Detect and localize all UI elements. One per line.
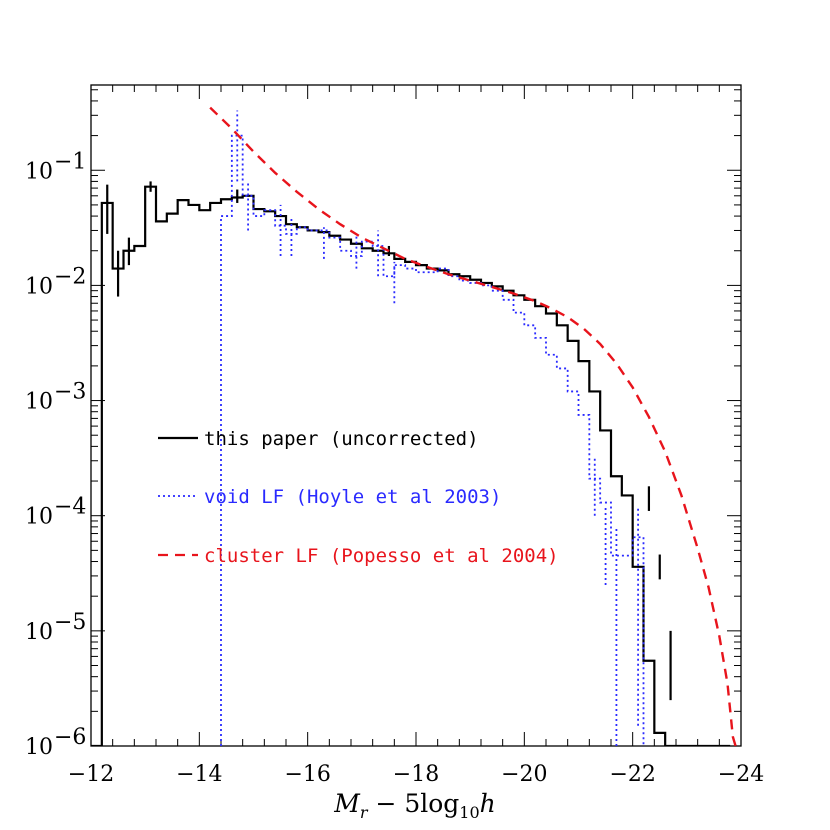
x-axis-title: Mr − 5log10h	[333, 789, 496, 822]
major-ticks	[90, 85, 742, 747]
x-tick-label: −20	[501, 762, 547, 787]
x-tick-label: −16	[284, 762, 330, 787]
y-tick-label: 10	[25, 620, 53, 645]
x-tick-label: −22	[609, 762, 655, 787]
y-tick-labels: 10−610−510−410−310−210−1	[25, 149, 86, 760]
x-axis-title-sub2: 10	[459, 803, 479, 822]
legend: this paper (uncorrected) void LF (Hoyle e…	[158, 428, 559, 567]
x-axis-title-main: M	[333, 789, 361, 818]
series-void-lf	[220, 134, 645, 746]
y-tick-exponent: −3	[54, 380, 86, 405]
series-cluster-lf	[209, 106, 737, 746]
y-tick-exponent: −6	[54, 725, 86, 750]
legend-label: cluster LF (Popesso et al 2004)	[204, 545, 559, 567]
x-axis-title-tail: h	[480, 789, 496, 818]
y-tick-label: 10	[25, 159, 53, 184]
x-tick-label: −12	[68, 762, 114, 787]
y-tick-label: 10	[25, 735, 53, 760]
x-axis-title-sub: r	[360, 803, 369, 822]
minor-ticks	[91, 85, 741, 746]
y-tick-exponent: −4	[54, 495, 86, 520]
x-axis-title-mid: − 5log	[368, 789, 460, 818]
y-tick-label: 10	[25, 505, 53, 530]
y-tick-exponent: −5	[54, 610, 86, 635]
legend-label: this paper (uncorrected)	[204, 428, 479, 450]
series-layer	[91, 106, 737, 746]
legend-label: void LF (Hoyle et al 2003)	[204, 486, 501, 508]
y-tick-exponent: −2	[54, 264, 86, 289]
y-tick-label: 10	[25, 274, 53, 299]
y-tick-exponent: −1	[54, 149, 86, 174]
x-tick-labels: −12 −14 −16 −18 −20 −22 −24	[68, 762, 764, 787]
x-tick-label: −14	[176, 762, 222, 787]
series-this-paper	[91, 185, 731, 746]
x-tick-label: −18	[393, 762, 439, 787]
x-tick-label: −24	[718, 762, 764, 787]
y-tick-label: 10	[25, 390, 53, 415]
